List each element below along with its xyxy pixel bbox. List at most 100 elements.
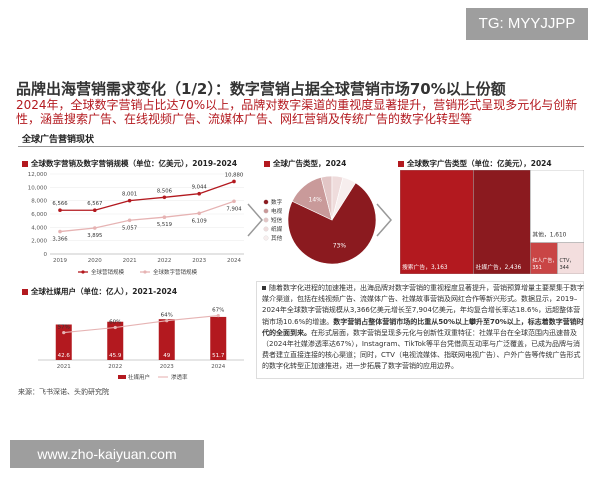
legend-label: 其他: [271, 234, 283, 242]
paragraph-part-2: 数字营销占整体营销市场的比重从50%以上攀升至70%以上，标志着数字营销时代的全…: [262, 317, 584, 337]
y-tick-label: 2,000: [31, 239, 47, 245]
bullet-icon: [22, 289, 28, 295]
line-chart-title-wrap: 全球数字营销及数字营销规模（单位：亿美元），2019-2024: [22, 158, 237, 169]
source-note: 来源：飞书深诺、头豹研究院: [18, 388, 109, 396]
legend-label: 数字: [271, 198, 283, 206]
x-tick-label: 2019: [53, 258, 67, 264]
data-label: 6,567: [87, 201, 102, 207]
page-title: 品牌出海营销需求变化（1/2）：数字营销占据全球营销市场70%以上份额: [16, 80, 506, 98]
data-label: 6,109: [192, 218, 207, 224]
watermark-top: TG: MYYJJPP: [466, 8, 588, 40]
data-label: 9,044: [192, 185, 208, 191]
data-point: [232, 199, 236, 204]
bullet-icon: [264, 161, 270, 167]
pie-chart-title: 全球广告类型，2024: [273, 159, 347, 168]
series-line: [63, 315, 219, 334]
y-tick-label: 12,000: [28, 172, 48, 178]
data-point: [58, 208, 62, 213]
bar-chart-title: 全球社媒用户（单位：亿人），2021-2024: [31, 287, 178, 296]
paragraph-part-1: 随着数字化进程的加速推进，出海品牌对数字营销的重视程度显著提升，营销预算增量主要…: [262, 284, 584, 326]
legend-swatch: [263, 226, 269, 232]
legend-label: 电视: [271, 207, 283, 215]
bar: [210, 316, 227, 360]
section-title: 全球广告营销现状: [22, 135, 95, 145]
section-divider: [18, 146, 584, 147]
bar-chart-title-wrap: 全球社媒用户（单位：亿人），2021-2024: [22, 286, 177, 297]
pie-slice: [331, 177, 356, 221]
treemap-label: 社媒广告，2,436: [476, 263, 522, 271]
line-chart: 0 2,000 4,000 6,000 8,000 10,000 12,000 2019 202…: [28, 172, 244, 276]
data-point: [93, 208, 97, 213]
legend-label: 全球数字营销规模: [153, 268, 198, 276]
treemap-label: 其他，1,610: [532, 231, 566, 239]
bar-label: 51.7: [212, 353, 225, 359]
bar: [107, 321, 124, 360]
data-point: [232, 179, 236, 184]
y-tick-label: 0: [44, 252, 48, 258]
data-label: 64%: [161, 313, 173, 319]
bullet-icon: [262, 286, 266, 290]
x-tick-label: 2023: [160, 364, 174, 370]
treemap-cell: [530, 242, 558, 274]
data-point: [216, 314, 220, 318]
slice-label: 14%: [309, 197, 323, 204]
treemap-value: 344: [559, 265, 569, 271]
data-label: 7,904: [226, 206, 242, 212]
data-label: 6,566: [52, 201, 68, 207]
data-label: 3,366: [52, 237, 68, 243]
x-tick-label: 2022: [108, 364, 122, 370]
treemap-title: 全球数字广告类型（单位：亿美元），2024: [407, 159, 552, 168]
data-point: [162, 195, 167, 200]
treemap-label: 搜索广告，3,163: [402, 263, 448, 271]
x-tick-label: 2021: [123, 258, 137, 264]
pie-chart-title-wrap: 全球广告类型，2024: [264, 158, 346, 169]
bar: [158, 319, 175, 360]
chevron-right-icon: [376, 203, 392, 237]
y-tick-label: 8,000: [31, 199, 47, 205]
x-tick-label: 2022: [157, 258, 171, 264]
line-chart-title: 全球数字营销及数字营销规模（单位：亿美元），2019-2024: [31, 159, 238, 168]
data-label: 67%: [212, 308, 224, 314]
data-label: 8,506: [157, 188, 173, 194]
legend-label: 纸媒: [271, 225, 283, 233]
data-label: 60%: [109, 320, 121, 326]
legend-swatch: [263, 208, 269, 214]
treemap-value: 351: [532, 265, 542, 271]
data-label: 8,001: [122, 192, 137, 198]
text-box: [256, 281, 584, 379]
bullet-icon: [22, 161, 28, 167]
treemap-title-wrap: 全球数字广告类型（单位：亿美元），2024: [398, 158, 552, 169]
data-point: [93, 226, 97, 230]
treemap-label: 红人广告，: [532, 257, 557, 264]
legend-swatch: [263, 217, 269, 223]
treemap-chart: 搜索广告，3,163 社媒广告，2,436 其他，1,610 红人广告，351 CTV，…: [400, 170, 584, 274]
treemap-label: CTV，: [559, 258, 574, 264]
x-tick-label: 2024: [211, 364, 225, 370]
bar-label: 45.9: [109, 353, 122, 359]
paragraph-part-3: 在形式层面，数字营销呈现多元化与创新性双重特征：社媒平台在全球范围内迅速普及（2…: [262, 328, 581, 371]
bar-chart: 42.6 2021 45.9 2022 49 2023 51.7 2024 57% 60% 64% 6…: [38, 308, 244, 381]
legend-swatch: [263, 235, 269, 241]
data-point: [58, 229, 62, 234]
data-label: 10,880: [225, 172, 244, 178]
bar-label: 49: [163, 353, 170, 359]
data-point: [197, 191, 201, 196]
legend-label: 社媒用户: [128, 373, 150, 381]
treemap-cell: [530, 170, 584, 243]
y-tick-label: 6,000: [31, 212, 47, 218]
legend-label: 渗透率: [171, 373, 188, 381]
data-label: 3,895: [87, 233, 102, 239]
legend-label: 全球营销规模: [91, 268, 125, 276]
data-point: [62, 331, 66, 335]
series-line: [59, 180, 235, 211]
treemap-cell: [473, 170, 531, 274]
slice-label: 73%: [333, 242, 347, 249]
x-tick-label: 2020: [88, 258, 102, 264]
legend-swatch: [118, 375, 126, 379]
data-label: 57%: [58, 325, 70, 331]
data-point: [127, 198, 132, 203]
data-point: [113, 325, 117, 330]
data-point: [162, 215, 167, 220]
legend-marker: [143, 270, 147, 274]
